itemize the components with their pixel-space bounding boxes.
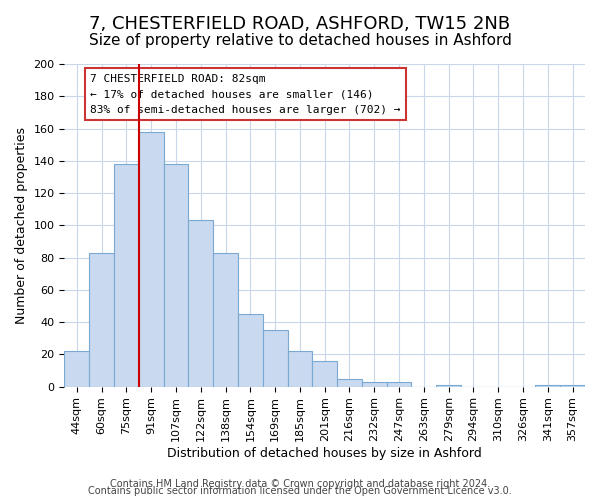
- Bar: [263, 330, 287, 386]
- Bar: [287, 351, 313, 386]
- Text: 7, CHESTERFIELD ROAD, ASHFORD, TW15 2NB: 7, CHESTERFIELD ROAD, ASHFORD, TW15 2NB: [89, 15, 511, 33]
- Bar: [164, 164, 188, 386]
- Bar: [362, 382, 386, 386]
- Bar: [139, 132, 164, 386]
- Bar: [213, 252, 238, 386]
- Text: Size of property relative to detached houses in Ashford: Size of property relative to detached ho…: [89, 32, 511, 48]
- Y-axis label: Number of detached properties: Number of detached properties: [15, 127, 28, 324]
- Bar: [535, 385, 560, 386]
- Bar: [337, 378, 362, 386]
- Text: Contains public sector information licensed under the Open Government Licence v3: Contains public sector information licen…: [88, 486, 512, 496]
- Bar: [188, 220, 213, 386]
- Bar: [313, 361, 337, 386]
- Bar: [386, 382, 412, 386]
- Text: 7 CHESTERFIELD ROAD: 82sqm
← 17% of detached houses are smaller (146)
83% of sem: 7 CHESTERFIELD ROAD: 82sqm ← 17% of deta…: [91, 74, 401, 115]
- Bar: [238, 314, 263, 386]
- Bar: [89, 252, 114, 386]
- Bar: [436, 385, 461, 386]
- Bar: [64, 351, 89, 386]
- Text: Contains HM Land Registry data © Crown copyright and database right 2024.: Contains HM Land Registry data © Crown c…: [110, 479, 490, 489]
- X-axis label: Distribution of detached houses by size in Ashford: Distribution of detached houses by size …: [167, 447, 482, 460]
- Bar: [560, 385, 585, 386]
- Bar: [114, 164, 139, 386]
